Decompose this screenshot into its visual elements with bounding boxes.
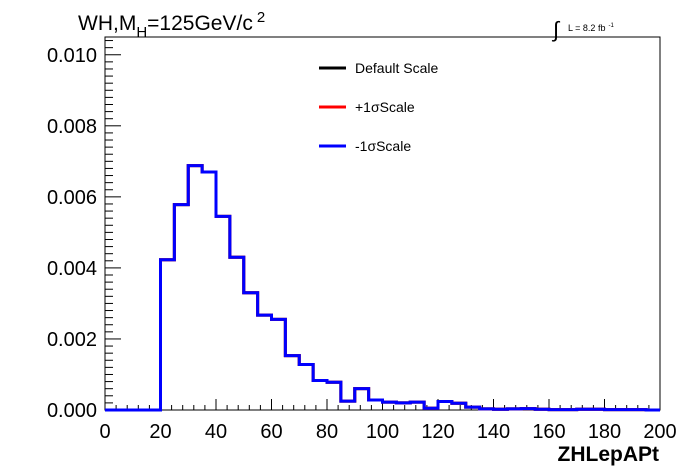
x-axis-label: ZHLepAPt xyxy=(558,443,660,466)
y-tick-label: 0.010 xyxy=(47,45,97,67)
series-line xyxy=(105,164,660,412)
y-tick-label: 0.006 xyxy=(47,187,97,209)
x-tick-label: 140 xyxy=(477,421,510,443)
y-tick-label: 0.008 xyxy=(47,116,97,138)
y-tick-label: 0.000 xyxy=(47,400,97,422)
x-tick-label: 20 xyxy=(149,421,171,443)
legend-label: -1σScale xyxy=(355,138,411,154)
lumi-text: L = 8.2 fb -1 xyxy=(568,23,614,33)
x-tick-label: 40 xyxy=(205,421,227,443)
legend-label: +1σScale xyxy=(355,99,415,115)
x-tick-label: 120 xyxy=(421,421,454,443)
x-tick-label: 160 xyxy=(532,421,565,443)
series-layer xyxy=(105,164,660,412)
title-subscript: H xyxy=(136,24,147,41)
title-main: WH,M xyxy=(78,12,136,35)
legend: Default Scale +1σScale -1σScale xyxy=(319,60,438,154)
x-tick-label: 60 xyxy=(260,421,282,443)
y-tick-label: 0.004 xyxy=(47,258,97,280)
x-tick-label: 100 xyxy=(366,421,399,443)
chart-title: WH,MH=125GeV/c 2 xyxy=(78,9,265,41)
y-tick-label: 0.002 xyxy=(47,329,97,351)
x-tick-label: 0 xyxy=(99,421,110,443)
title-superscript: 2 xyxy=(257,9,265,26)
lumi-integral: ∫ xyxy=(551,17,561,42)
lumi-label: ∫ L = 8.2 fb -1 xyxy=(551,17,614,42)
x-tick-label: 200 xyxy=(643,421,676,443)
lumi-value: L = 8.2 fb xyxy=(568,23,605,33)
axis-tick-labels: 0 20 40 60 80 100 120 140 160 180 200 0.000 0.002 0.0… xyxy=(47,45,677,443)
x-tick-label: 180 xyxy=(588,421,621,443)
title-value: =125GeV/c xyxy=(147,12,253,35)
x-tick-label: 80 xyxy=(316,421,338,443)
legend-label: Default Scale xyxy=(355,60,438,76)
lumi-superscript: -1 xyxy=(608,23,614,29)
